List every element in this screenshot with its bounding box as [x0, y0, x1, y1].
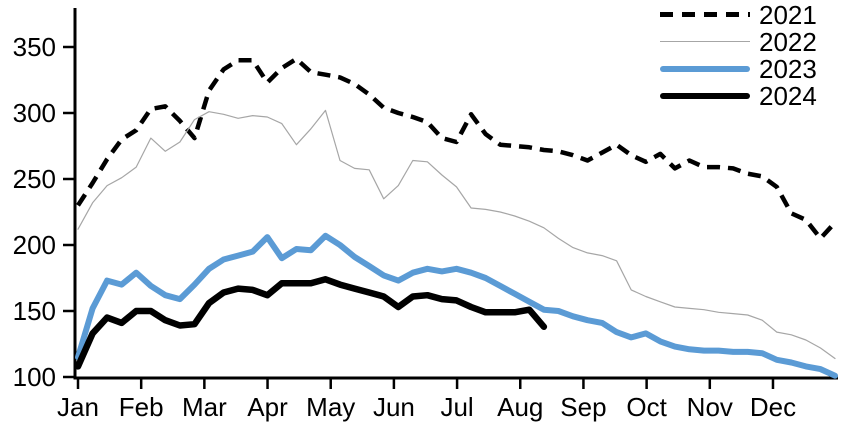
- legend-item-2024: 2024: [660, 82, 817, 109]
- x-tick-label: Sep: [560, 392, 606, 422]
- y-tick-label: 150: [13, 296, 56, 326]
- x-tick-label: Mar: [182, 392, 227, 422]
- y-tick-label: 350: [13, 32, 56, 62]
- y-tick-label: 250: [13, 164, 56, 194]
- legend-swatch-2024: [660, 92, 750, 99]
- x-tick-label: Jan: [57, 392, 99, 422]
- legend-label-2024: 2024: [759, 80, 817, 111]
- x-tick-label: Apr: [247, 392, 288, 422]
- x-tick-label: Oct: [626, 392, 667, 422]
- x-tick-label: Dec: [750, 392, 796, 422]
- x-tick-label: Nov: [687, 392, 733, 422]
- y-tick-label: 200: [13, 230, 56, 260]
- legend-item-2021: 2021: [660, 1, 817, 28]
- x-tick-label: Aug: [497, 392, 543, 422]
- x-tick-label: Jun: [373, 392, 415, 422]
- legend-swatch-2022: [660, 41, 750, 42]
- legend-swatch-2021: [660, 12, 750, 17]
- legend-item-2023: 2023: [660, 55, 817, 82]
- legend-label-2023: 2023: [759, 53, 817, 84]
- series-2021-line: [76, 56, 837, 241]
- legend-label-2021: 2021: [759, 0, 817, 30]
- series-2023-line: [75, 232, 838, 379]
- legend-label-2022: 2022: [759, 26, 817, 57]
- x-tick-label: Jul: [440, 392, 473, 422]
- x-tick-label: May: [306, 392, 355, 422]
- legend-item-2022: 2022: [660, 28, 817, 55]
- x-tick-label: Feb: [119, 392, 164, 422]
- legend: 2021 2022 2023 2024: [660, 1, 817, 109]
- series-2022-line: [77, 109, 836, 360]
- y-tick-label: 100: [13, 362, 56, 392]
- series-2024-line: [74, 276, 548, 370]
- legend-swatch-2023: [660, 65, 750, 72]
- y-tick-label: 300: [13, 98, 56, 128]
